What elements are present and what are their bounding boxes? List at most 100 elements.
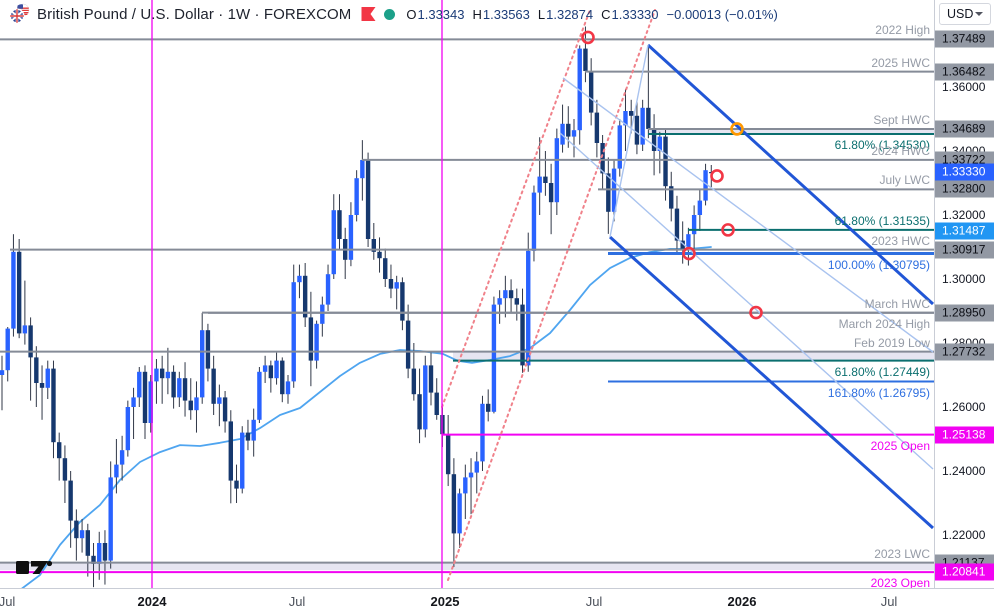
candle bbox=[114, 439, 119, 494]
candle-body bbox=[320, 304, 325, 324]
time-axis[interactable]: Jul 2024 Jul 2025 Jul 2026 Jul bbox=[0, 588, 994, 614]
candle bbox=[274, 352, 279, 385]
market-status-icon[interactable] bbox=[384, 8, 396, 20]
candle-body bbox=[114, 464, 119, 478]
candle-body bbox=[262, 365, 268, 372]
descending-channel-line bbox=[609, 44, 649, 238]
candle bbox=[200, 312, 205, 404]
candle-body bbox=[97, 543, 102, 564]
candle-body bbox=[634, 115, 640, 145]
candle bbox=[119, 435, 125, 481]
price-tick: 1.32000 bbox=[942, 208, 986, 222]
candle-body bbox=[520, 304, 525, 366]
candle bbox=[640, 99, 645, 151]
level-label: 61.80% (1.34530) bbox=[834, 138, 930, 153]
candle bbox=[497, 290, 502, 324]
candle bbox=[79, 519, 85, 553]
candle bbox=[234, 464, 239, 503]
candle-body bbox=[280, 360, 285, 395]
tradingview-logo[interactable] bbox=[16, 557, 56, 584]
candle bbox=[360, 140, 365, 201]
price-level-badge: 1.36482 bbox=[935, 63, 994, 81]
candle bbox=[405, 304, 411, 379]
candle bbox=[34, 346, 39, 407]
price-level-badge: 1.20841 bbox=[935, 563, 994, 581]
candle bbox=[383, 248, 388, 287]
level-bands bbox=[0, 128, 934, 571]
ascending-channel-line bbox=[441, 9, 591, 408]
candle bbox=[600, 135, 605, 190]
candle bbox=[508, 279, 514, 313]
candle bbox=[394, 275, 399, 310]
candle bbox=[371, 223, 376, 260]
candle-body bbox=[394, 282, 399, 289]
candle-body bbox=[194, 397, 199, 411]
candle-body bbox=[463, 477, 468, 494]
level-label: 161.80% (1.26795) bbox=[827, 385, 930, 400]
candle-body bbox=[491, 304, 497, 412]
candle bbox=[348, 202, 354, 267]
currency-selector[interactable]: USD bbox=[939, 3, 991, 25]
candle bbox=[159, 355, 165, 404]
candle bbox=[257, 367, 262, 423]
candle bbox=[280, 357, 285, 403]
candle bbox=[451, 458, 457, 567]
price-axis[interactable]: USD 1.360001.340001.320001.300001.280001… bbox=[934, 0, 994, 588]
candle-body bbox=[108, 477, 113, 561]
price-level-badge: 1.25138 bbox=[935, 426, 994, 444]
candle bbox=[417, 368, 422, 444]
candle bbox=[314, 320, 319, 369]
level-label: March HWC bbox=[864, 296, 930, 311]
candle bbox=[691, 205, 697, 251]
candle bbox=[308, 291, 314, 387]
candle bbox=[554, 128, 560, 215]
chart-canvas[interactable]: 2022 High 2025 HWC Sept HWC 61.80% (1.34530… bbox=[0, 0, 934, 588]
candle-body bbox=[383, 258, 388, 279]
price-tick: 1.24000 bbox=[942, 464, 986, 478]
candle-body bbox=[537, 176, 542, 193]
price-chart bbox=[0, 0, 934, 588]
candle bbox=[526, 232, 531, 372]
gbp-flag-half bbox=[9, 8, 25, 24]
candle-body bbox=[165, 371, 171, 379]
candle bbox=[560, 104, 565, 153]
broker-logo-icon[interactable] bbox=[360, 6, 377, 22]
level-band bbox=[453, 351, 934, 361]
candle bbox=[74, 509, 79, 561]
candle-body bbox=[325, 274, 331, 305]
price-tick: 1.30000 bbox=[942, 272, 986, 286]
candle bbox=[182, 362, 188, 417]
price-level-badge: 1.34689 bbox=[935, 120, 994, 138]
descending-channel-line bbox=[559, 132, 934, 470]
candle bbox=[634, 101, 640, 155]
pair-flag-icon[interactable] bbox=[8, 3, 30, 25]
year-separators bbox=[151, 0, 443, 588]
candle-body bbox=[11, 251, 16, 329]
ohlc-values: O1.33343 H1.33563 L1.32874 C1.33330 −0.0… bbox=[406, 6, 778, 22]
candle bbox=[331, 194, 336, 279]
candle-body bbox=[703, 170, 708, 201]
candle-body bbox=[623, 111, 628, 126]
candle bbox=[28, 317, 33, 401]
candle-body bbox=[302, 275, 308, 318]
price-level-badge: 1.31487 bbox=[935, 222, 994, 240]
trendlines bbox=[441, 9, 934, 581]
price-level-badge: 1.27732 bbox=[935, 343, 994, 361]
candle-body bbox=[28, 325, 33, 358]
symbol-title[interactable]: British Pound / U.S. Dollar · 1W · FOREX… bbox=[37, 5, 352, 23]
candle-body bbox=[34, 357, 39, 383]
candle-body bbox=[514, 298, 519, 305]
price-level-lines bbox=[0, 38, 934, 574]
candle bbox=[400, 277, 405, 331]
time-tick: Jul bbox=[0, 594, 16, 609]
level-label: 2023 LWC bbox=[874, 546, 930, 561]
time-tick: Jul bbox=[880, 594, 898, 609]
candle-body bbox=[377, 251, 382, 259]
candle bbox=[463, 464, 468, 519]
candle-body bbox=[697, 200, 703, 215]
candle-body bbox=[171, 371, 176, 398]
level-label: 2025 HWC bbox=[871, 55, 930, 70]
candle-body bbox=[85, 530, 90, 556]
candle-body bbox=[79, 530, 85, 539]
